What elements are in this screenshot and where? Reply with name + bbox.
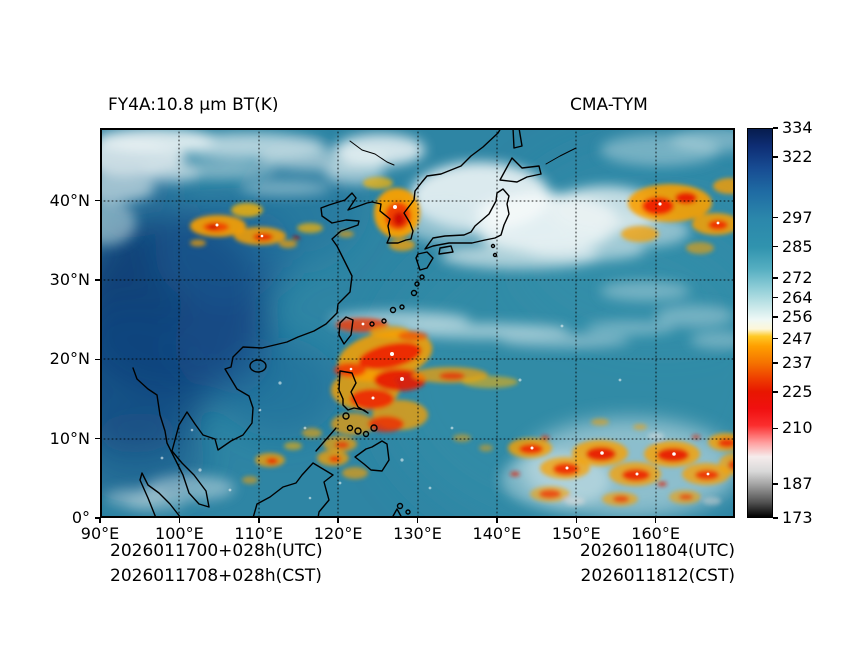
x-tick-label: 100°E [155, 524, 204, 543]
y-tick-label: 40°N [49, 190, 90, 210]
scattered-cloud-dots [160, 324, 622, 500]
valid-time-cst: 2026011812(CST) [580, 566, 735, 586]
colorbar-tick-mark [773, 483, 778, 485]
colorbar-tick-mark [773, 277, 778, 279]
colorbar-tick-mark [773, 427, 778, 430]
colorbar-tick-mark [773, 362, 778, 364]
y-tick-label: 20°N [49, 349, 90, 369]
model-title: CMA-TYM [570, 95, 648, 115]
x-tick-mark [337, 518, 339, 523]
x-tick-label: 140°E [472, 524, 522, 543]
colorbar-tick-mark [773, 216, 778, 219]
colorbar-tick-mark [773, 316, 778, 318]
coastlines [132, 128, 577, 518]
colorbar-tick-mark [773, 156, 778, 158]
plot-frame [100, 128, 735, 518]
valid-time-utc: 2026011804(UTC) [579, 541, 735, 561]
x-tick-mark [258, 518, 260, 523]
x-tick-label: 120°E [313, 524, 363, 543]
colorbar-tick-label: 225 [782, 382, 813, 402]
overshoot-specks [215, 202, 720, 476]
y-tick-mark [95, 358, 100, 360]
y-tick-mark [95, 517, 100, 519]
colorbar-tick-label: 285 [782, 236, 813, 256]
x-tick-mark [654, 518, 657, 523]
y-tick-mark [95, 437, 100, 440]
colorbar-tick-label: 264 [782, 287, 813, 307]
x-tick-mark [99, 518, 101, 523]
colorbar-tick-label: 297 [782, 207, 813, 227]
x-tick-label: 90°E [80, 524, 120, 543]
colorbar-tick-mark [773, 127, 778, 129]
colorbar-tick-label: 256 [782, 306, 813, 326]
init-time-cst: 2026011708+028h(CST) [110, 566, 322, 586]
colorbar-tick-mark [773, 517, 778, 519]
colorbar-tick-label: 272 [782, 268, 813, 288]
grid-lines [100, 128, 735, 518]
y-tick-label: 10°N [49, 428, 90, 448]
x-tick-mark [178, 518, 181, 523]
x-tick-mark [575, 518, 577, 523]
x-tick-label: 130°E [393, 524, 442, 543]
colorbar-tick-label: 210 [782, 418, 813, 438]
colorbar [747, 128, 773, 518]
colorbar-tick-mark [773, 391, 778, 393]
x-tick-label: 160°E [631, 524, 680, 543]
y-tick-label: 0° [71, 508, 90, 527]
colorbar-tick-label: 334 [782, 118, 813, 137]
x-tick-mark [496, 518, 498, 523]
satellite-map [100, 128, 735, 518]
y-tick-mark [95, 279, 100, 281]
x-tick-label: 150°E [551, 524, 601, 543]
init-time-utc: 2026011700+028h(UTC) [110, 541, 323, 561]
product-title: FY4A:10.8 μm BT(K) [108, 95, 279, 115]
colorbar-tick-label: 237 [782, 352, 813, 372]
colorbar-tick-mark [773, 296, 778, 299]
y-tick-label: 30°N [49, 269, 90, 289]
x-tick-mark [416, 518, 419, 523]
y-tick-mark [95, 199, 100, 202]
colorbar-tick-label: 247 [782, 328, 813, 348]
colorbar-tick-mark [773, 245, 778, 248]
colorbar-tick-label: 187 [782, 474, 813, 494]
colorbar-tick-mark [773, 337, 778, 340]
colorbar-tick-label: 322 [782, 147, 813, 167]
colorbar-tick-label: 173 [782, 508, 813, 527]
x-tick-label: 110°E [234, 524, 284, 543]
map-plot [100, 128, 735, 518]
